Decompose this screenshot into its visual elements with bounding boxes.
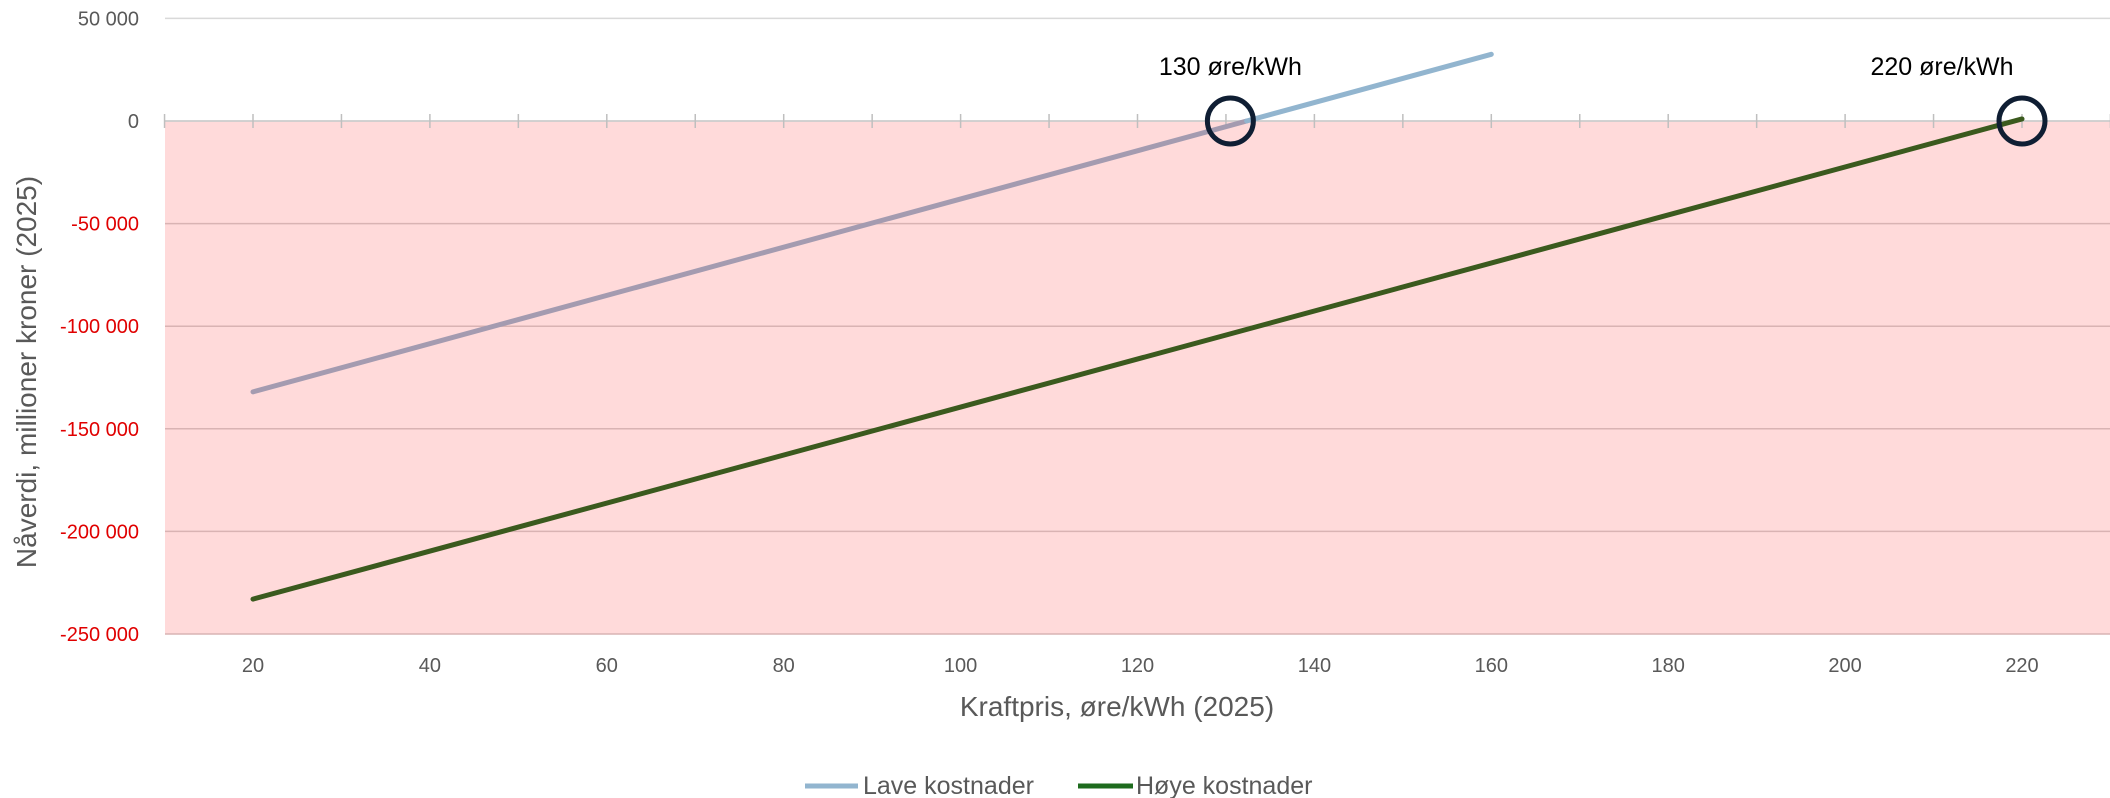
y-tick-label: -250 000 <box>60 624 139 646</box>
negative-region <box>165 121 2110 634</box>
legend-label-hoye: Høye kostnader <box>1136 772 1312 798</box>
series-lines <box>250 51 2025 602</box>
y-tick-label: -150 000 <box>60 419 139 441</box>
annotations: 130 øre/kWh 220 øre/kWh <box>1159 53 2048 147</box>
x-tick-label: 40 <box>419 655 441 677</box>
series-line-lave-kostnader-positive <box>1244 51 1494 124</box>
y-tick-label: -50 000 <box>71 214 139 236</box>
x-tick-label: 100 <box>944 655 977 677</box>
legend: Lave kostnader Høye kostnader <box>805 772 1312 798</box>
annotation-circle <box>1204 95 1256 147</box>
y-axis-labels: 50 000 0 -50 000 -100 000 -150 000 -200 000 -2… <box>60 8 139 646</box>
y-tick-label: -100 000 <box>60 316 139 338</box>
x-tick-label: 180 <box>1652 655 1685 677</box>
legend-label-lave: Lave kostnader <box>863 772 1034 798</box>
x-tick-label: 20 <box>242 655 264 677</box>
y-axis-title: Nåverdi, millioner kroner (2025) <box>11 176 42 568</box>
x-axis-labels: 20 40 60 80 100 120 140 160 180 200 220 <box>242 655 2039 677</box>
annotation-label: 220 øre/kWh <box>1870 53 2013 81</box>
series-line-lave-kostnader-negative <box>250 118 1250 395</box>
x-tick-label: 60 <box>596 655 618 677</box>
annotation-circle <box>1996 95 2048 147</box>
x-tick-label: 140 <box>1298 655 1331 677</box>
x-tick-label: 220 <box>2005 655 2038 677</box>
x-axis-ticks <box>163 114 2110 128</box>
y-tick-label: -200 000 <box>60 521 139 543</box>
x-tick-label: 80 <box>773 655 795 677</box>
annotation-label: 130 øre/kWh <box>1159 53 1302 81</box>
y-tick-label: 0 <box>128 111 139 133</box>
x-tick-label: 120 <box>1121 655 1154 677</box>
x-tick-label: 200 <box>1828 655 1861 677</box>
y-tick-label: 50 000 <box>78 8 139 30</box>
x-tick-label: 160 <box>1475 655 1508 677</box>
series-line-hoye-kostnader <box>250 116 2025 602</box>
x-axis-title: Kraftpris, øre/kWh (2025) <box>960 691 1274 722</box>
